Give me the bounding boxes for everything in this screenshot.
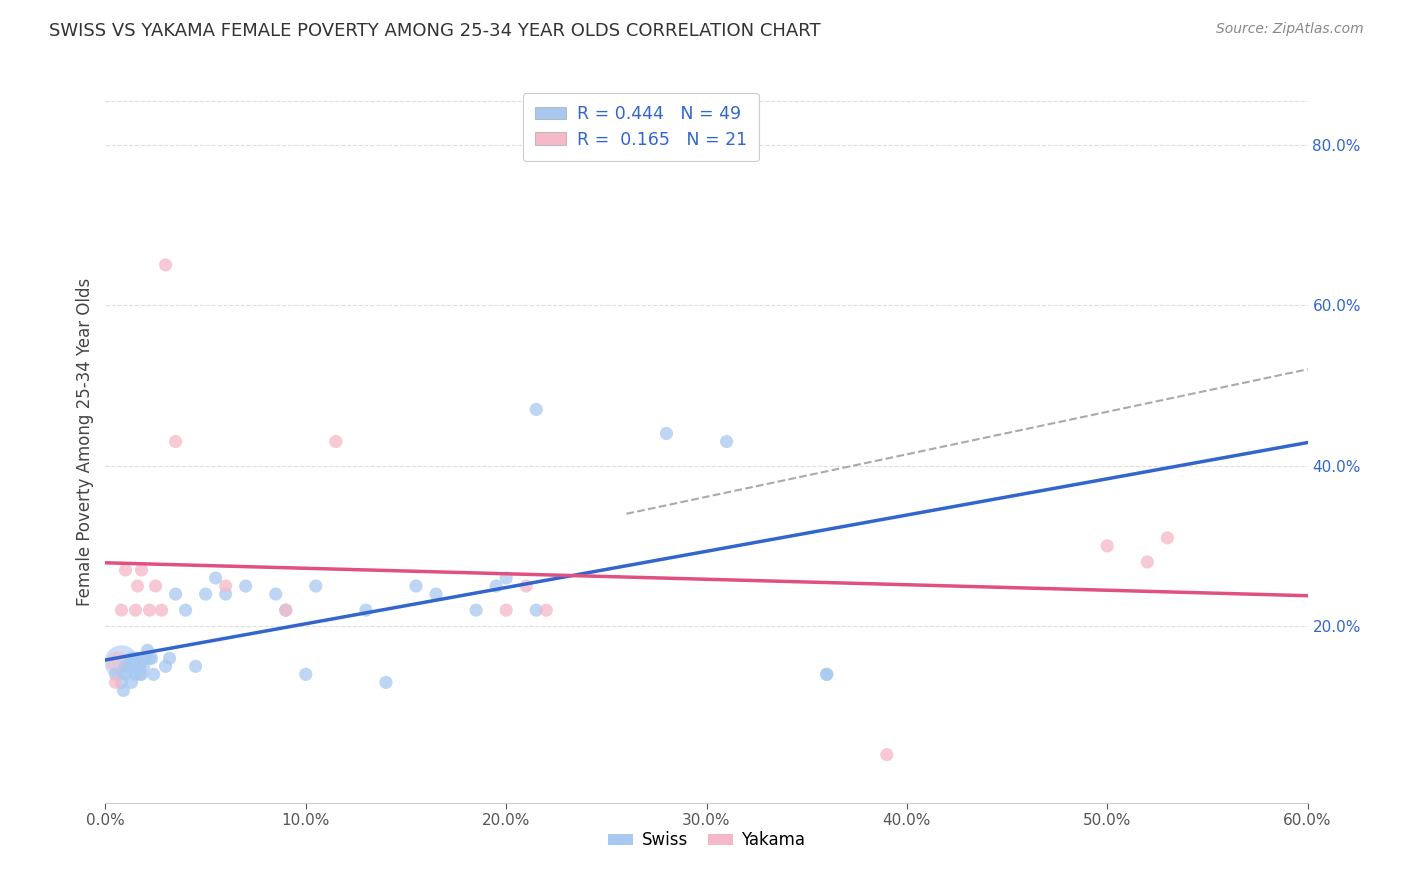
Text: SWISS VS YAKAMA FEMALE POVERTY AMONG 25-34 YEAR OLDS CORRELATION CHART: SWISS VS YAKAMA FEMALE POVERTY AMONG 25-… — [49, 22, 821, 40]
Point — [295, 667, 318, 681]
Point — [264, 587, 287, 601]
Point — [110, 655, 132, 669]
Point — [1136, 555, 1159, 569]
Point — [425, 587, 447, 601]
Point — [114, 659, 136, 673]
Point — [1097, 539, 1119, 553]
Point — [155, 659, 177, 673]
Text: Source: ZipAtlas.com: Source: ZipAtlas.com — [1216, 22, 1364, 37]
Point — [110, 603, 132, 617]
Point — [124, 603, 146, 617]
Point — [121, 675, 143, 690]
Point — [495, 571, 517, 585]
Point — [495, 603, 517, 617]
Point — [131, 563, 153, 577]
Point — [235, 579, 257, 593]
Point — [524, 402, 547, 417]
Point — [104, 667, 127, 681]
Point — [124, 659, 146, 673]
Point — [165, 434, 187, 449]
Point — [136, 643, 159, 657]
Point — [214, 579, 236, 593]
Point — [194, 587, 217, 601]
Point — [655, 426, 678, 441]
Legend: Swiss, Yakama: Swiss, Yakama — [602, 824, 811, 856]
Point — [114, 563, 136, 577]
Point — [132, 659, 155, 673]
Point — [485, 579, 508, 593]
Y-axis label: Female Poverty Among 25-34 Year Olds: Female Poverty Among 25-34 Year Olds — [76, 277, 94, 606]
Point — [184, 659, 207, 673]
Point — [214, 587, 236, 601]
Point — [127, 579, 149, 593]
Point — [107, 655, 129, 669]
Point — [145, 579, 167, 593]
Point — [354, 603, 377, 617]
Point — [274, 603, 297, 617]
Point — [155, 258, 177, 272]
Point — [124, 651, 146, 665]
Point — [127, 651, 149, 665]
Point — [876, 747, 898, 762]
Point — [375, 675, 398, 690]
Point — [159, 651, 181, 665]
Point — [128, 659, 150, 673]
Point — [150, 603, 173, 617]
Point — [305, 579, 328, 593]
Point — [536, 603, 558, 617]
Point — [138, 651, 160, 665]
Point — [110, 675, 132, 690]
Point — [118, 659, 141, 673]
Point — [141, 651, 163, 665]
Point — [142, 667, 165, 681]
Point — [465, 603, 488, 617]
Point — [114, 667, 136, 681]
Point — [815, 667, 838, 681]
Point — [174, 603, 197, 617]
Point — [128, 659, 150, 673]
Point — [138, 603, 160, 617]
Point — [274, 603, 297, 617]
Point — [131, 667, 153, 681]
Point — [104, 675, 127, 690]
Point — [405, 579, 427, 593]
Point — [815, 667, 838, 681]
Point — [204, 571, 226, 585]
Point — [515, 579, 537, 593]
Point — [135, 651, 157, 665]
Point — [121, 651, 143, 665]
Point — [128, 667, 150, 681]
Point — [127, 659, 149, 673]
Point — [524, 603, 547, 617]
Point — [1156, 531, 1178, 545]
Point — [716, 434, 738, 449]
Point — [165, 587, 187, 601]
Point — [124, 667, 146, 681]
Point — [325, 434, 347, 449]
Point — [112, 683, 135, 698]
